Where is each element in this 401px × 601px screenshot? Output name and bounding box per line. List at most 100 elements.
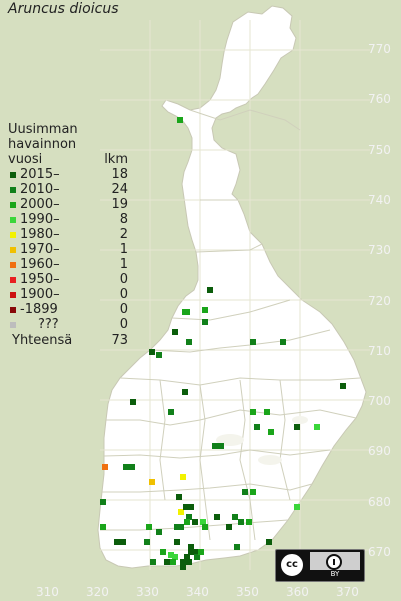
legend-row: 1970– 1 (8, 242, 128, 257)
legend-total-count: 73 (111, 333, 128, 348)
observation-marker (280, 339, 286, 345)
legend-row-count: 18 (111, 167, 128, 182)
observation-marker (176, 494, 182, 500)
observation-marker (168, 409, 174, 415)
observation-marker (186, 514, 192, 520)
legend: Uusimman havainnon vuosi lkm 2015– 18 2010… (8, 122, 128, 348)
regional-borders (100, 109, 361, 541)
observation-marker (178, 524, 184, 530)
legend-row-count: 0 (119, 287, 128, 302)
legend-swatch (10, 247, 16, 253)
observation-marker (294, 424, 300, 430)
y-axis-label: 670 (368, 545, 391, 559)
legend-col-year: vuosi (8, 152, 43, 167)
observation-marker (192, 519, 198, 525)
observation-marker (340, 383, 346, 389)
observation-marker (207, 287, 213, 293)
observation-marker (234, 544, 240, 550)
x-axis-label: 370 (336, 585, 359, 599)
observation-marker (100, 499, 106, 505)
observation-marker (218, 443, 224, 449)
legend-swatch (10, 172, 16, 178)
legend-row-count: 0 (119, 317, 128, 332)
legend-row-count: 0 (119, 302, 128, 317)
legend-swatch (10, 307, 16, 313)
observation-marker (198, 549, 204, 555)
observation-marker (246, 519, 252, 525)
observation-marker (180, 559, 186, 565)
observation-marker (172, 554, 178, 560)
observation-marker (114, 539, 120, 545)
legend-row-label: 2015– (20, 167, 60, 182)
x-axis-label: 330 (136, 585, 159, 599)
observation-marker (123, 464, 129, 470)
legend-swatch (10, 187, 16, 193)
observation-marker (177, 117, 183, 123)
observation-marker (170, 559, 176, 565)
cc-by-license-badge: cc BY (275, 549, 365, 582)
observation-marker (164, 559, 170, 565)
observation-marker (129, 464, 135, 470)
observation-marker (184, 519, 190, 525)
observation-marker (150, 559, 156, 565)
legend-columns: vuosi lkm (8, 152, 128, 167)
legend-row-label: -1899 (20, 302, 58, 317)
y-axis-label: 770 (368, 42, 391, 56)
observation-marker (130, 399, 136, 405)
legend-swatch (10, 292, 16, 298)
map-title: Aruncus dioicus (8, 1, 119, 17)
legend-swatch (10, 217, 16, 223)
observation-marker (188, 549, 194, 555)
x-axis-label: 310 (36, 585, 59, 599)
legend-row-label: 1990– (20, 212, 60, 227)
legend-row: 1980– 2 (8, 227, 128, 242)
y-axis-label: 720 (368, 293, 391, 308)
observation-marker (212, 443, 218, 449)
observation-marker (250, 339, 256, 345)
observation-marker (294, 504, 300, 510)
legend-row-count: 1 (119, 257, 128, 272)
observation-marker (174, 524, 180, 530)
x-axis-label: 360 (286, 585, 309, 599)
observation-marker (184, 309, 190, 315)
observation-marker (314, 424, 320, 430)
y-axis-label: 710 (368, 343, 391, 358)
y-axis-label: 700 (368, 394, 391, 409)
observation-marker (264, 409, 270, 415)
observation-marker (178, 509, 184, 515)
y-axis-label: 760 (368, 92, 391, 107)
observation-marker (186, 559, 192, 565)
observation-marker (100, 524, 106, 530)
observation-marker (156, 529, 162, 535)
observation-marker (149, 479, 155, 485)
legend-heading-2: havainnon (8, 137, 77, 152)
legend-row-label: 1950– (20, 272, 60, 287)
observation-marker (146, 524, 152, 530)
observation-marker (172, 329, 178, 335)
legend-row-count: 2 (119, 227, 128, 242)
observation-marker (232, 514, 238, 520)
legend-row-label: 1960– (20, 257, 60, 272)
legend-row-label: 1900– (20, 287, 60, 302)
legend-row: 1960– 1 (8, 257, 128, 272)
observation-marker (149, 349, 155, 355)
by-label: BY (310, 570, 360, 579)
observation-marker (250, 489, 256, 495)
legend-swatch (10, 202, 16, 208)
legend-row-label: 1970– (20, 242, 60, 257)
observation-marker (192, 549, 198, 555)
observation-marker (266, 539, 272, 545)
finland-land (97, 5, 367, 569)
legend-swatch (10, 322, 16, 328)
observation-marker (183, 504, 189, 510)
observation-marker (188, 504, 194, 510)
legend-row-count: 19 (111, 197, 128, 212)
legend-row: 1950– 0 (8, 272, 128, 287)
observation-marker (214, 514, 220, 520)
observation-marker (250, 409, 256, 415)
by-badge: BY (310, 552, 360, 579)
legend-row: -1899 0 (8, 302, 128, 317)
legend-row: 2000– 19 (8, 197, 128, 212)
observation-marker (120, 539, 126, 545)
